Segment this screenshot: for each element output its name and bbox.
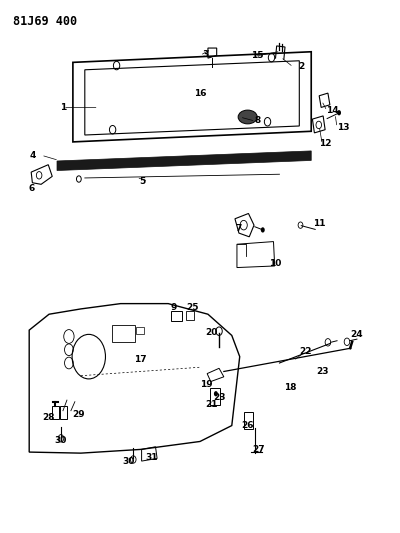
Bar bbox=[210, 389, 220, 406]
Text: 81J69 400: 81J69 400 bbox=[13, 14, 78, 28]
Text: 13: 13 bbox=[337, 123, 349, 132]
Text: 3: 3 bbox=[203, 50, 209, 59]
Text: 16: 16 bbox=[194, 89, 206, 98]
Ellipse shape bbox=[238, 110, 257, 124]
Bar bbox=[112, 325, 135, 342]
Text: 6: 6 bbox=[28, 183, 34, 192]
Text: 23: 23 bbox=[316, 367, 328, 376]
Text: 2: 2 bbox=[298, 62, 304, 70]
Text: 19: 19 bbox=[200, 379, 213, 389]
Text: 28: 28 bbox=[42, 413, 54, 422]
Text: 30: 30 bbox=[54, 436, 66, 445]
Text: 1: 1 bbox=[60, 103, 66, 112]
Text: 24: 24 bbox=[350, 330, 362, 339]
Text: 25: 25 bbox=[186, 303, 198, 312]
Text: 4: 4 bbox=[30, 151, 36, 160]
Bar bbox=[52, 407, 58, 419]
Polygon shape bbox=[57, 151, 311, 171]
Text: 21: 21 bbox=[206, 400, 218, 409]
Circle shape bbox=[261, 227, 265, 232]
Bar bbox=[60, 407, 66, 419]
Text: 12: 12 bbox=[319, 139, 331, 148]
Circle shape bbox=[337, 110, 341, 115]
Text: 22: 22 bbox=[299, 347, 312, 356]
Text: 5: 5 bbox=[139, 177, 146, 186]
Text: 7: 7 bbox=[236, 224, 242, 233]
Text: 10: 10 bbox=[269, 260, 282, 268]
Bar bbox=[172, 311, 182, 320]
Text: 27: 27 bbox=[252, 445, 265, 454]
Text: 29: 29 bbox=[72, 410, 85, 419]
Text: 31: 31 bbox=[145, 453, 158, 462]
Bar bbox=[186, 311, 194, 319]
Text: 18: 18 bbox=[284, 383, 297, 392]
Text: 9: 9 bbox=[171, 303, 177, 312]
Bar bbox=[244, 413, 253, 429]
Text: 15: 15 bbox=[251, 51, 264, 60]
Text: 14: 14 bbox=[326, 106, 338, 115]
Text: 17: 17 bbox=[134, 355, 147, 364]
Circle shape bbox=[214, 391, 218, 397]
Text: 8: 8 bbox=[254, 116, 261, 125]
Text: 11: 11 bbox=[313, 219, 326, 228]
Text: 23: 23 bbox=[213, 393, 225, 402]
Bar bbox=[136, 327, 144, 334]
Text: 20: 20 bbox=[206, 328, 218, 337]
Text: 30: 30 bbox=[122, 457, 135, 466]
Text: 26: 26 bbox=[242, 421, 254, 430]
